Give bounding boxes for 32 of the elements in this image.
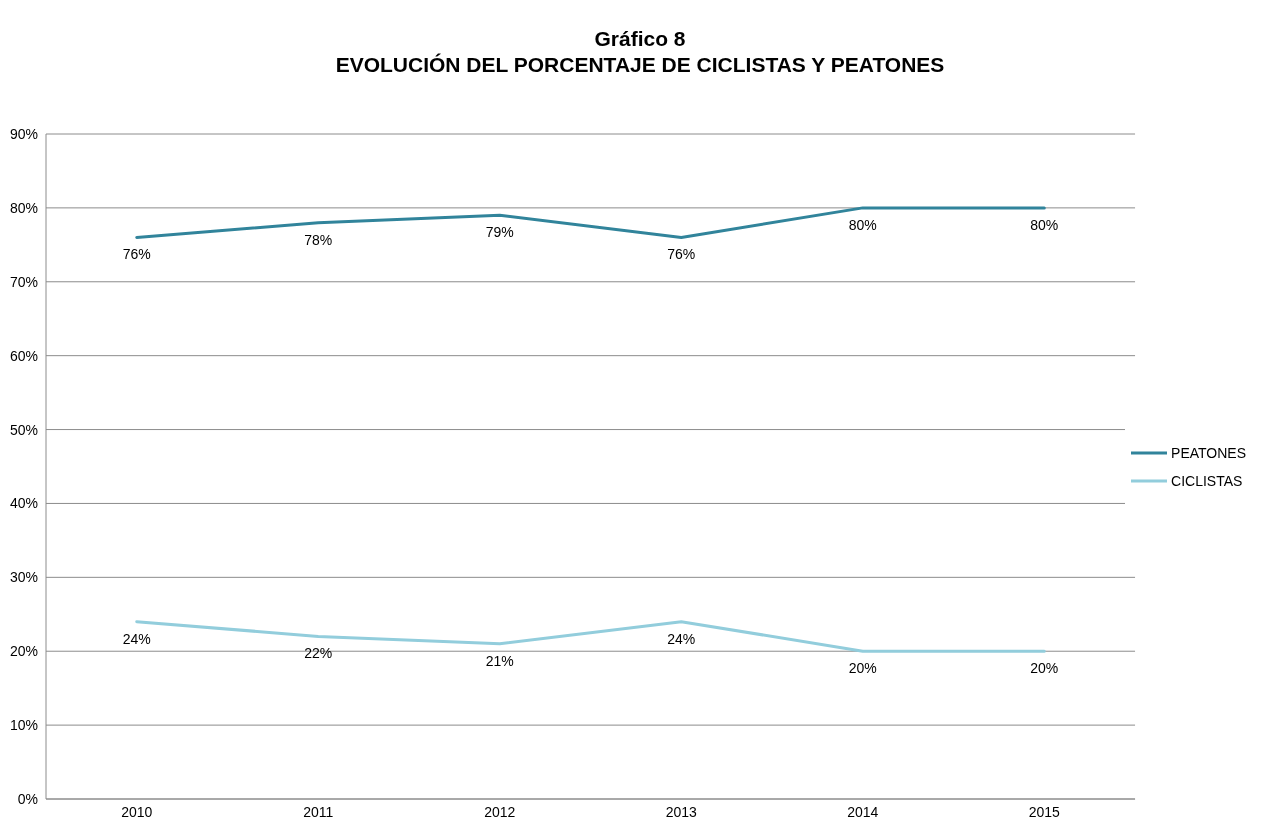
data-label: 24% (667, 630, 696, 647)
chart-title: Gráfico 8 (593, 26, 687, 52)
legend-label: PEATONES (1171, 444, 1246, 461)
y-tick-label: 90% (9, 125, 38, 142)
y-tick-label: 80% (9, 199, 38, 216)
data-label: 22% (304, 645, 333, 662)
y-tick-label: 20% (9, 643, 38, 660)
data-label: 21% (485, 652, 514, 669)
legend-label: CICLISTAS (1171, 472, 1243, 489)
chart-subtitle: EVOLUCIÓN DEL PORCENTAJE DE CICLISTAS Y PEATONES (334, 52, 946, 78)
data-label: 24% (122, 630, 151, 647)
x-tick-label: 2014 (847, 803, 879, 820)
data-label: 20% (1030, 660, 1059, 677)
y-tick-label: 30% (9, 569, 38, 586)
data-label: 78% (304, 231, 333, 248)
x-tick-label: 2010 (121, 803, 153, 820)
y-tick-label: 40% (9, 495, 38, 512)
y-tick-label: 70% (9, 273, 38, 290)
x-tick-label: 2011 (303, 803, 334, 820)
data-label: 20% (848, 660, 877, 677)
y-tick-label: 60% (9, 347, 38, 364)
x-tick-label: 2013 (665, 803, 698, 820)
x-tick-label: 2012 (484, 803, 516, 820)
y-tick-label: 0% (17, 790, 38, 807)
data-label: 76% (122, 246, 151, 263)
y-tick-label: 50% (9, 421, 38, 438)
x-tick-label: 2015 (1028, 803, 1061, 820)
data-label: 80% (1030, 216, 1059, 233)
data-label: 76% (667, 246, 696, 263)
y-tick-label: 10% (9, 717, 38, 734)
data-label: 80% (848, 216, 877, 233)
data-label: 79% (485, 224, 514, 241)
